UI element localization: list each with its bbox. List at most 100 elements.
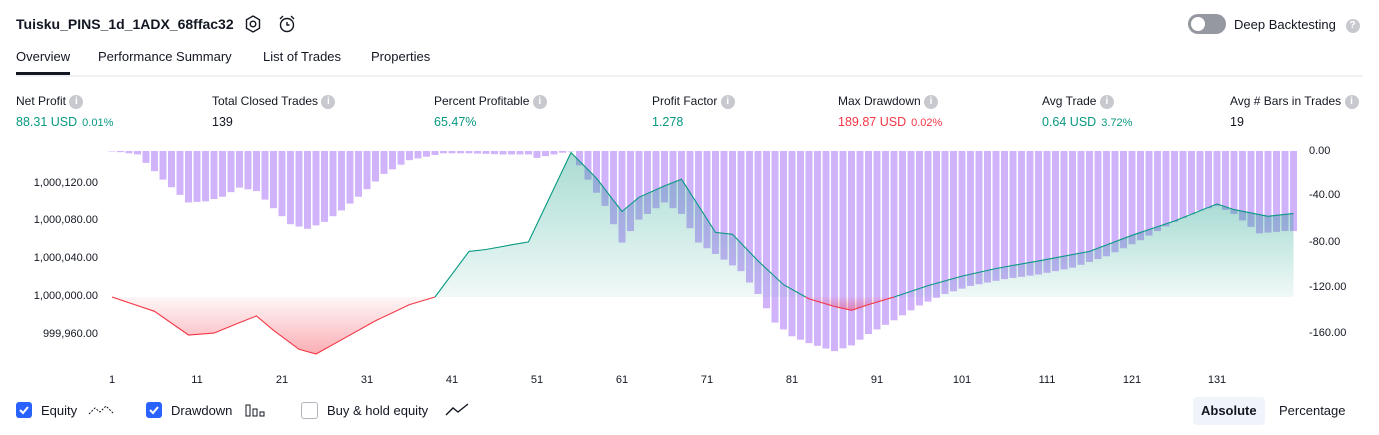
drawdown-bar	[1146, 151, 1153, 236]
drawdown-bar	[372, 151, 379, 182]
drawdown-bar	[933, 151, 940, 298]
drawdown-bar	[534, 151, 541, 158]
drawdown-bar	[440, 151, 447, 153]
drawdown-bar	[304, 151, 311, 229]
drawdown-bar	[1205, 151, 1212, 208]
equity-line-icon	[88, 403, 114, 417]
percentage-button[interactable]: Percentage	[1271, 397, 1354, 425]
drawdown-checkbox[interactable]	[146, 402, 162, 418]
drawdown-bar	[330, 151, 337, 216]
drawdown-bar	[789, 151, 796, 336]
drawdown-bar	[1001, 151, 1008, 279]
buy-hold-label: Buy & hold equity	[327, 403, 428, 418]
drawdown-bar	[177, 151, 184, 195]
drawdown-bar	[185, 151, 192, 202]
equity-checkbox[interactable]	[16, 402, 32, 418]
drawdown-bar	[780, 151, 787, 329]
drawdown-bar	[364, 151, 371, 189]
drawdown-bar	[279, 151, 286, 216]
drawdown-bar	[134, 151, 141, 154]
drawdown-bar	[219, 151, 226, 197]
drawdown-bar	[500, 151, 507, 154]
drawdown-bar	[1197, 151, 1204, 210]
drawdown-bar	[466, 151, 473, 153]
drawdown-bar	[1171, 151, 1178, 222]
drawdown-bar	[797, 151, 804, 340]
drawdown-bar	[1163, 151, 1170, 226]
drawdown-bar	[398, 151, 405, 165]
drawdown-bar	[840, 151, 847, 348]
drawdown-bar	[1120, 151, 1127, 248]
drawdown-bar	[143, 151, 150, 163]
drawdown-bar	[1069, 151, 1076, 268]
drawdown-bar	[355, 151, 362, 197]
drawdown-bar	[151, 151, 158, 171]
drawdown-bar	[916, 151, 923, 305]
drawdown-bar	[236, 151, 243, 188]
drawdown-bars-icon	[244, 402, 266, 418]
drawdown-bar	[253, 151, 260, 191]
drawdown-bar	[848, 151, 855, 345]
drawdown-bar	[474, 151, 481, 154]
drawdown-bar	[381, 151, 388, 174]
drawdown-bar	[1010, 151, 1017, 278]
drawdown-label: Drawdown	[171, 403, 232, 418]
drawdown-bar	[1078, 151, 1085, 265]
drawdown-bar	[1129, 151, 1136, 244]
drawdown-bar	[287, 151, 294, 224]
drawdown-bar	[270, 151, 277, 208]
drawdown-bar	[1103, 151, 1110, 256]
drawdown-bar	[1188, 151, 1195, 214]
drawdown-bar	[823, 151, 830, 348]
drawdown-bar	[168, 151, 175, 187]
drawdown-bar	[942, 151, 949, 294]
drawdown-bar	[517, 151, 524, 154]
drawdown-bar	[211, 151, 218, 199]
drawdown-bar	[347, 151, 354, 204]
drawdown-bar	[202, 151, 209, 201]
buy-hold-checkbox[interactable]	[301, 402, 318, 419]
drawdown-bar	[1137, 151, 1144, 240]
drawdown-bar	[814, 151, 821, 346]
drawdown-bar	[1018, 151, 1025, 277]
drawdown-bar	[313, 151, 320, 225]
drawdown-bar	[1154, 151, 1161, 231]
drawdown-bar	[117, 151, 124, 152]
drawdown-bar	[993, 151, 1000, 281]
drawdown-bar	[857, 151, 864, 340]
drawdown-bar	[551, 151, 558, 154]
drawdown-bar	[1239, 151, 1246, 220]
drawdown-bar	[542, 151, 549, 156]
drawdown-bar	[406, 151, 413, 160]
drawdown-bar	[950, 151, 957, 291]
absolute-button[interactable]: Absolute	[1193, 397, 1265, 425]
drawdown-bar	[1044, 151, 1051, 273]
drawdown-bar	[1112, 151, 1119, 252]
drawdown-bar	[1222, 151, 1229, 210]
drawdown-bar	[483, 151, 490, 154]
drawdown-bar	[1214, 151, 1221, 206]
drawdown-bar	[415, 151, 422, 158]
drawdown-bar	[525, 151, 532, 154]
drawdown-bar	[1086, 151, 1093, 262]
drawdown-bar	[160, 151, 167, 180]
drawdown-bar	[423, 151, 430, 157]
drawdown-bar	[967, 151, 974, 286]
buy-hold-line-icon	[445, 403, 469, 417]
drawdown-bar	[389, 151, 396, 169]
drawdown-bar	[831, 151, 838, 351]
drawdown-bar	[925, 151, 932, 302]
drawdown-bar	[1027, 151, 1034, 276]
drawdown-bar	[1052, 151, 1059, 271]
drawdown-bar	[245, 151, 252, 189]
drawdown-bar	[126, 151, 133, 153]
drawdown-bar	[508, 151, 515, 154]
equity-area-negative	[112, 297, 435, 354]
drawdown-bar	[959, 151, 966, 289]
drawdown-bar	[891, 151, 898, 320]
drawdown-bar	[1180, 151, 1187, 218]
drawdown-bar	[194, 151, 201, 202]
drawdown-bar	[296, 151, 303, 226]
drawdown-bar	[976, 151, 983, 284]
